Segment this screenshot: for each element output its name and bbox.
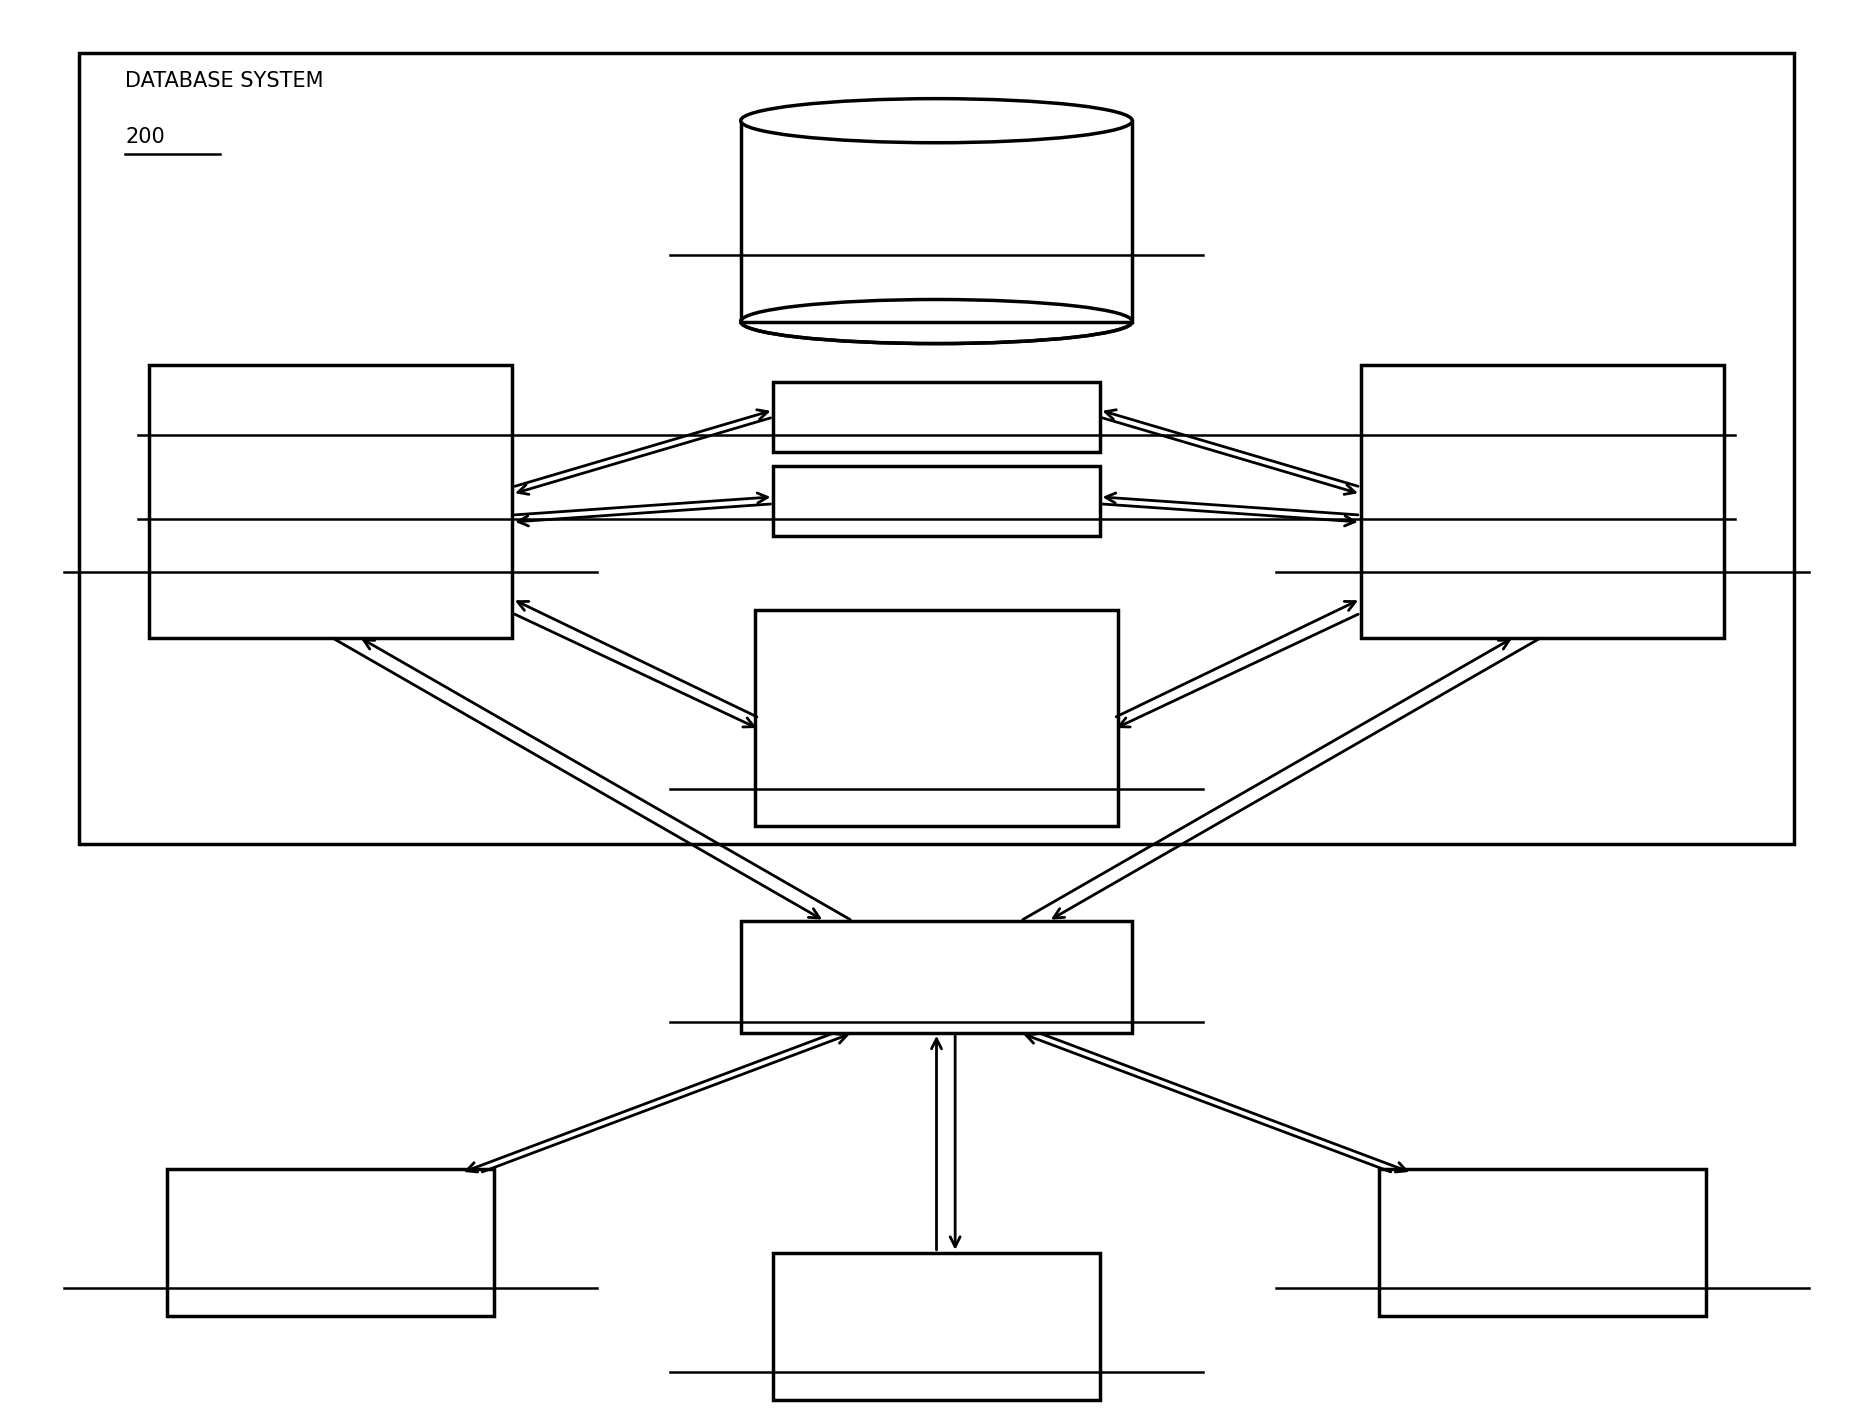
FancyBboxPatch shape: [774, 382, 1099, 452]
Text: 207: 207: [918, 1345, 955, 1363]
Text: DATABASE SYSTEM: DATABASE SYSTEM: [125, 72, 324, 92]
Ellipse shape: [740, 99, 1133, 142]
Text: DATA SOURCE: DATA SOURCE: [867, 173, 1006, 193]
Text: SERVER: SERVER: [292, 491, 369, 511]
FancyBboxPatch shape: [1360, 365, 1725, 638]
FancyBboxPatch shape: [79, 54, 1794, 843]
Text: DISTRIBUTOR: DISTRIBUTOR: [871, 941, 1002, 960]
FancyBboxPatch shape: [774, 1253, 1099, 1401]
Ellipse shape: [740, 300, 1133, 344]
FancyBboxPatch shape: [740, 921, 1133, 1033]
Text: 206: 206: [1525, 1260, 1560, 1278]
Text: 101: 101: [313, 545, 348, 563]
Text: DEVICE: DEVICE: [901, 708, 972, 728]
FancyBboxPatch shape: [1379, 1170, 1706, 1316]
Text: CLIENT: CLIENT: [296, 1207, 365, 1226]
Text: 102: 102: [1525, 545, 1560, 563]
FancyBboxPatch shape: [755, 610, 1118, 826]
Text: 203: 203: [918, 762, 955, 780]
FancyBboxPatch shape: [774, 466, 1099, 536]
Text: DATA  202: DATA 202: [886, 491, 987, 511]
Text: CLIENT: CLIENT: [1508, 1207, 1577, 1226]
Text: COUPLING: COUPLING: [886, 655, 987, 674]
Text: DATA  201: DATA 201: [886, 407, 987, 427]
Text: 205: 205: [313, 1260, 348, 1278]
FancyBboxPatch shape: [148, 365, 513, 638]
Text: 200: 200: [125, 127, 165, 146]
Text: DATABASE: DATABASE: [279, 438, 382, 458]
Text: DATABASE: DATABASE: [1491, 438, 1594, 458]
Text: 100: 100: [918, 227, 955, 246]
Text: CLIENT: CLIENT: [903, 1291, 970, 1309]
FancyBboxPatch shape: [740, 121, 1133, 321]
FancyBboxPatch shape: [167, 1170, 494, 1316]
Text: SERVER: SERVER: [1504, 491, 1581, 511]
Text: 204: 204: [918, 994, 955, 1012]
